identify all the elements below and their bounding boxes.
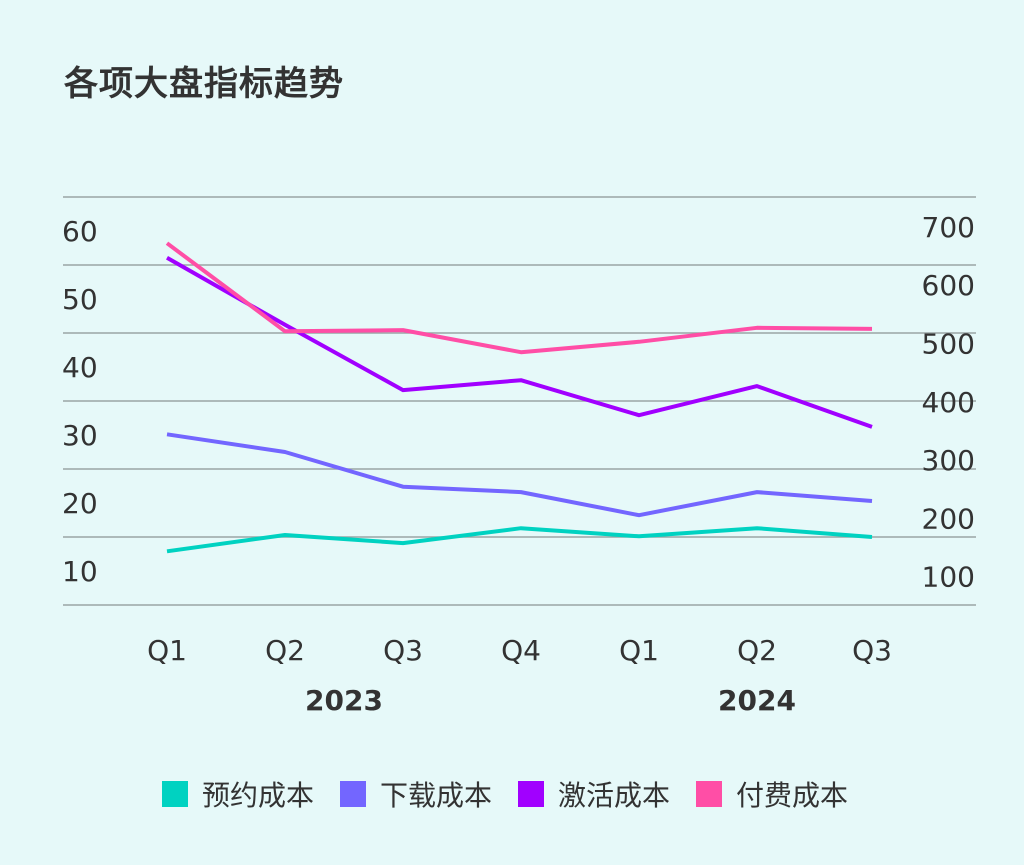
y-right-tick-label: 400	[922, 386, 975, 419]
y-left-tick-label: 10	[62, 555, 98, 588]
chart-legend: 预约成本 下载成本 激活成本 付费成本	[162, 774, 874, 814]
series-line-1	[166, 526, 873, 554]
chart-title: 各项大盘指标趋势	[64, 64, 344, 104]
y-right-tick-label: 100	[922, 561, 975, 594]
legend-item: 激活成本	[518, 774, 670, 814]
y-left-tick-label: 40	[62, 351, 98, 384]
y-right-tick-label: 600	[922, 269, 975, 302]
x-group-label: 2024	[718, 684, 796, 717]
x-tick-label: Q2	[737, 634, 777, 667]
y-right-tick-label: 500	[922, 328, 975, 361]
y-left-tick-label: 60	[62, 215, 98, 248]
x-tick-label: Q1	[619, 634, 659, 667]
legend-swatch	[696, 781, 723, 807]
legend-item: 预约成本	[162, 774, 314, 814]
legend-label: 激活成本	[558, 779, 671, 812]
legend-label: 预约成本	[202, 779, 315, 812]
legend-item: 下载成本	[340, 774, 492, 814]
y-right-tick-label: 300	[922, 444, 975, 477]
x-tick-label: Q2	[265, 634, 305, 667]
y-left-tick-label: 30	[62, 419, 98, 452]
series-line-2	[166, 432, 873, 518]
legend-swatch	[162, 781, 188, 807]
x-tick-label: Q4	[501, 634, 541, 667]
legend-swatch	[340, 781, 367, 807]
series-line-4	[165, 241, 873, 355]
legend-swatch	[518, 781, 545, 807]
legend-item: 付费成本	[696, 774, 848, 814]
legend-label: 下载成本	[380, 779, 493, 812]
y-right-tick-label: 700	[922, 211, 975, 244]
y-right-tick-label: 200	[922, 502, 975, 535]
y-left-tick-label: 50	[62, 283, 98, 316]
x-tick-label: Q1	[147, 634, 187, 667]
x-group-label: 2023	[305, 684, 383, 717]
y-left-tick-label: 20	[62, 487, 98, 520]
x-tick-label: Q3	[383, 634, 423, 667]
x-tick-label: Q3	[852, 634, 892, 667]
legend-label: 付费成本	[736, 779, 849, 812]
